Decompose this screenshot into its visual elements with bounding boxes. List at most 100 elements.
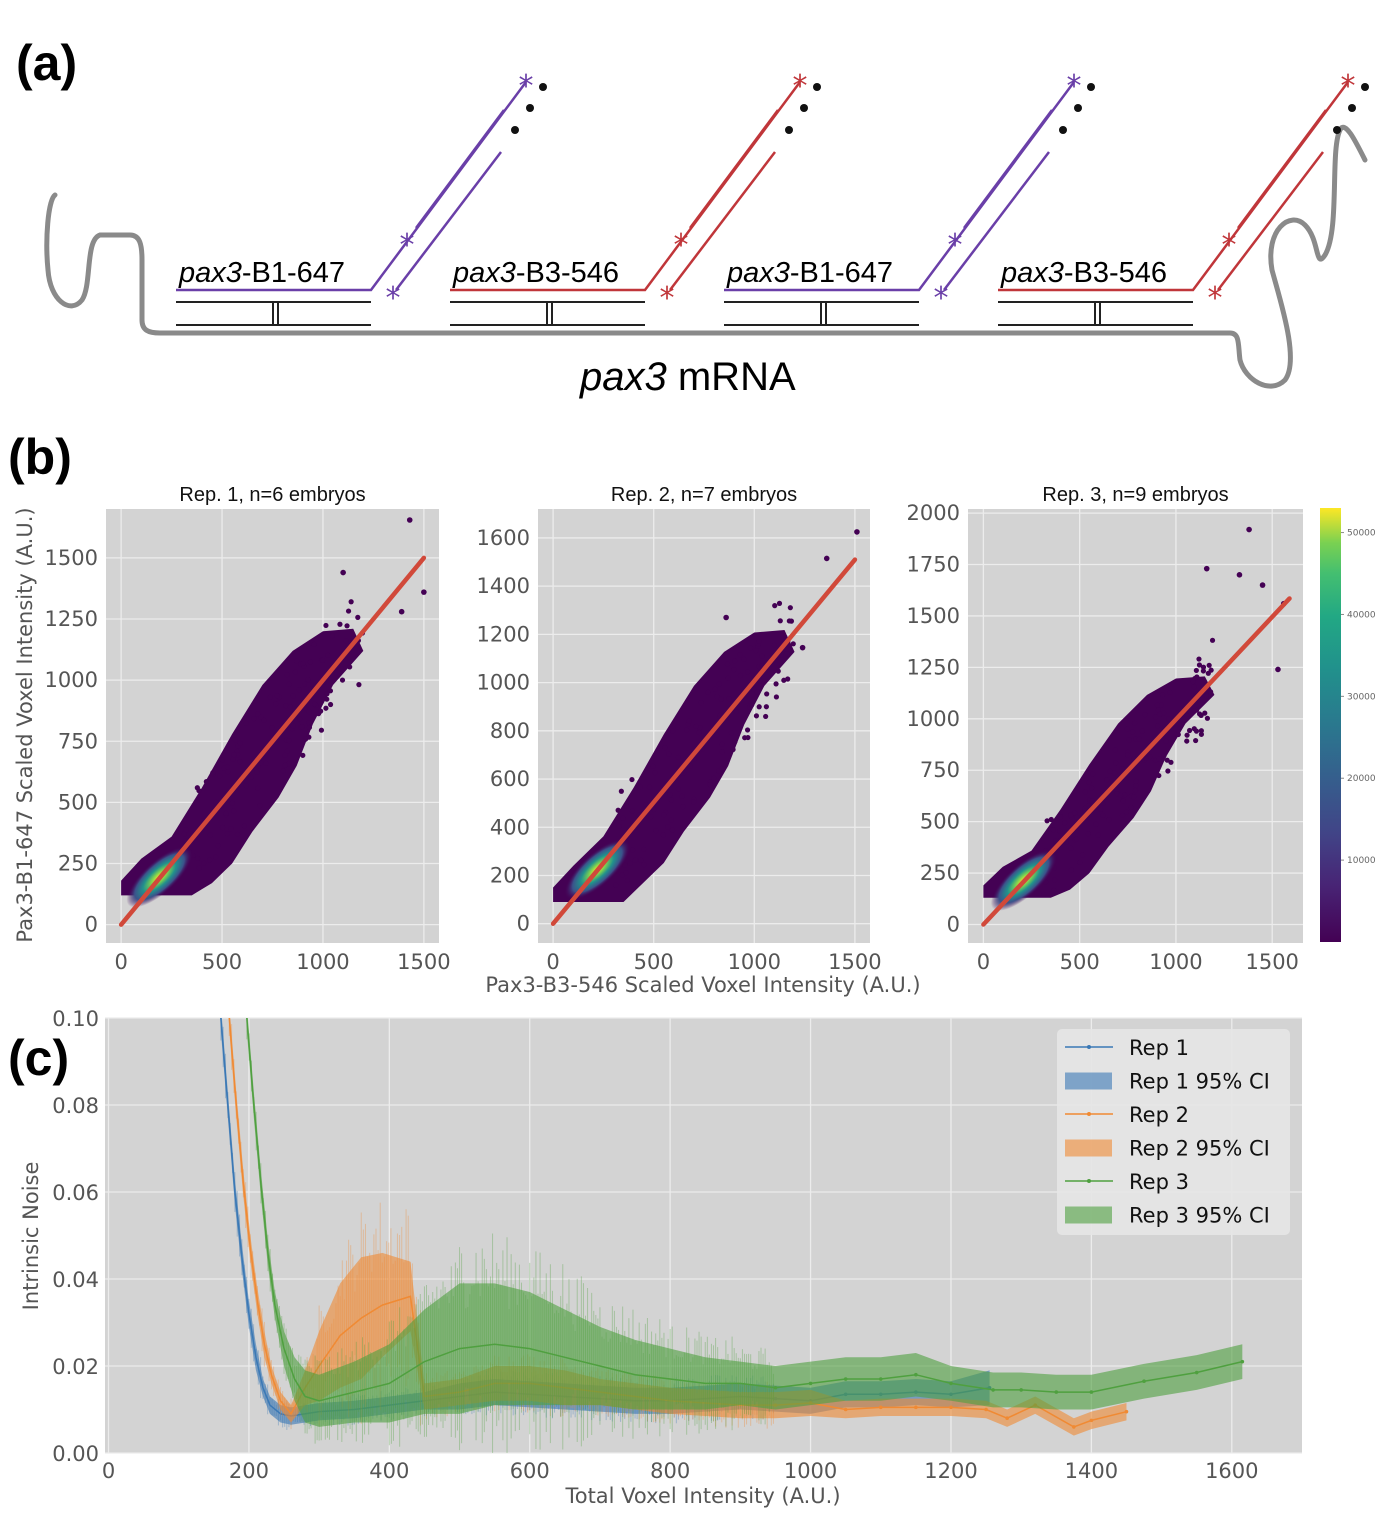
x-tick-label: 1400: [1065, 1459, 1118, 1483]
hexbin-point: [343, 638, 349, 644]
hexbin-point: [1176, 721, 1182, 727]
x-tick-label: 500: [634, 950, 674, 974]
hexbin-point: [344, 623, 350, 629]
hexbin-point: [337, 621, 343, 627]
legend: Rep 1 Rep 1 95% CI Rep 2 Rep 2 95% CI Rep 3 R…: [1057, 1029, 1290, 1235]
hexbin-point: [1184, 738, 1190, 744]
hexbin-point: [306, 724, 313, 731]
hexbin-point: [648, 814, 654, 820]
regression-line: [550, 557, 858, 926]
hexbin-point: [257, 802, 263, 809]
x-tick-label: 400: [369, 1459, 409, 1483]
y-tick-label: 1500: [45, 546, 98, 570]
hexbin-point: [1165, 768, 1171, 774]
ci-band: [246, 1018, 1243, 1427]
colorbar-gradient: [1320, 508, 1341, 942]
subplot-title: Rep. 2, n=7 embryos: [611, 484, 797, 506]
hexbin-point: [223, 810, 229, 816]
subplot-title: Rep. 1, n=6 embryos: [179, 484, 365, 506]
ellipsis-dot: [813, 83, 821, 91]
hexbin-point: [668, 797, 675, 803]
hexbin-point: [231, 808, 237, 814]
ellipsis-dot: [1333, 126, 1341, 134]
fluorophore-star-icon: *: [660, 281, 675, 316]
hexbin-point: [228, 826, 234, 832]
hexbin-point: [747, 645, 754, 651]
hexbin-point: [744, 727, 751, 733]
regression-line: [118, 555, 427, 927]
hexbin-point: [1057, 814, 1063, 820]
hexbin-point: [1132, 736, 1139, 742]
probe-1: * * * pax3-B1-647: [176, 69, 547, 326]
hexbin-point: [1085, 831, 1091, 837]
outlier-point: [406, 517, 413, 523]
hexbin-point: [1111, 770, 1118, 776]
probe-3: * * * pax3-B1-647: [724, 69, 1095, 326]
hexbin-point: [1161, 710, 1167, 716]
ellipsis-dot: [1059, 126, 1067, 134]
hexbin-point: [753, 713, 760, 719]
hexbin-point: [1200, 668, 1206, 674]
hexbin-point: [711, 775, 717, 781]
hexbin-point: [632, 857, 638, 863]
ellipsis-dot: [1361, 83, 1369, 91]
y-tick-label: 0.08: [52, 1094, 99, 1118]
ellipsis-dot: [1074, 104, 1082, 112]
hexbin-point: [1200, 664, 1207, 670]
hexbin-point: [290, 723, 296, 729]
fluorophore-star-icon: *: [1067, 69, 1082, 104]
mean-point: [1005, 1416, 1009, 1420]
hexbin-point: [306, 709, 312, 715]
hexbin-point: [307, 659, 313, 665]
hexbin-point: [1041, 891, 1047, 898]
outlier-point: [421, 589, 427, 595]
x-tick-label: 0: [102, 1459, 115, 1483]
hexbin-point: [741, 656, 747, 662]
hexbin-point: [302, 736, 309, 742]
mean-point: [984, 1407, 988, 1412]
panel-b: (b) 0 500 1000 1500 0 250 500 750 1000 1250 1500 Re…: [8, 429, 1376, 997]
x-tick-label: 500: [1060, 950, 1100, 974]
hexbin-point: [754, 689, 760, 695]
x-tick-label: 600: [510, 1459, 550, 1483]
hexbin-point: [641, 861, 647, 868]
panel-a-label: (a): [16, 35, 77, 91]
panel-b-label: (b): [8, 429, 72, 485]
hexbin-point: [753, 647, 759, 654]
legend-marker: [1087, 1045, 1091, 1049]
y-tick-label: 0.02: [52, 1355, 99, 1379]
hexbin-point: [641, 846, 647, 853]
scatter-rep2: 0 500 1000 1500 0 200 400 600 800 1000 1200 1400 160…: [477, 484, 882, 974]
hexbin-point: [230, 756, 236, 762]
scatter-xlabel: Pax3-B3-546 Scaled Voxel Intensity (A.U.…: [485, 973, 920, 997]
hairpin-strand: [669, 151, 776, 291]
hexbin-point: [348, 599, 354, 605]
fluorophore-star-icon: *: [948, 228, 963, 263]
hairpin-strand: [1236, 109, 1328, 229]
hexbin-point: [293, 658, 300, 664]
hexbin-point: [1048, 816, 1054, 823]
y-tick-label: 500: [58, 790, 98, 814]
hexbin-point: [1131, 794, 1137, 800]
hexbin-point: [1156, 711, 1163, 717]
hexbin-point: [1079, 852, 1086, 858]
hexbin-point: [305, 681, 312, 688]
hexbin-point: [248, 774, 254, 781]
hexbin-point: [763, 704, 769, 710]
scatter-ylabel: Pax3-B1-647 Scaled Voxel Intensity (A.U.…: [13, 507, 37, 942]
hexbin-point: [730, 746, 736, 753]
mean-point: [1194, 1370, 1199, 1375]
x-tick-label: 200: [229, 1459, 269, 1483]
hexbin-point: [724, 661, 731, 667]
legend-label: Rep 1: [1129, 1036, 1189, 1060]
hexbin-point: [1136, 736, 1143, 742]
hexbin-point: [1156, 772, 1162, 779]
outlier-point: [398, 608, 405, 615]
hexbin-point: [1208, 689, 1214, 695]
hexbin-point: [254, 769, 260, 775]
y-tick-label: 1200: [477, 622, 530, 646]
hexbin-point: [1161, 753, 1167, 759]
mean-point: [949, 1381, 953, 1386]
ellipsis-dot: [539, 83, 547, 91]
hexbin-point: [1209, 637, 1216, 643]
